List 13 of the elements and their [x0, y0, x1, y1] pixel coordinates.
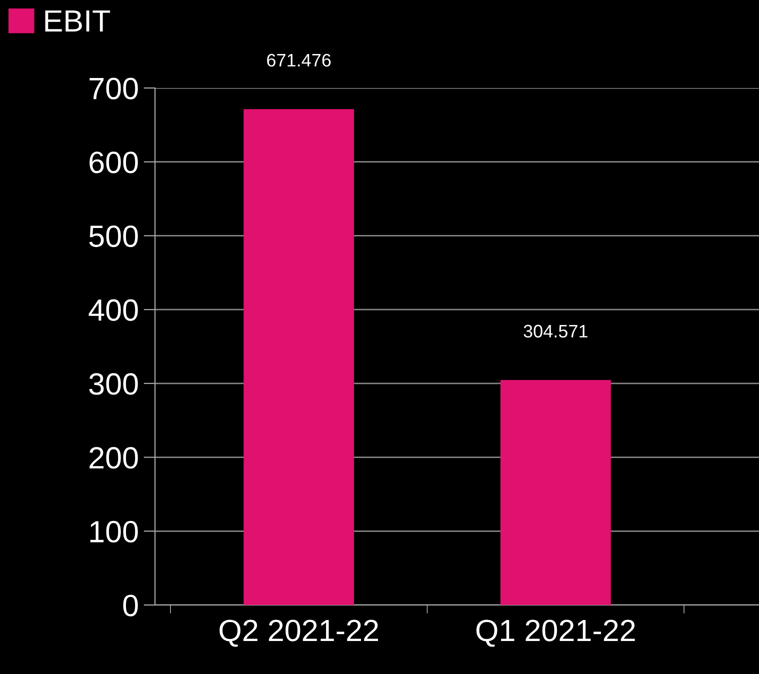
y-tick-label: 500: [89, 225, 138, 248]
data-label: 671.476: [267, 54, 331, 67]
y-tick-label: 700: [90, 78, 138, 100]
y-tick-label: 300: [89, 373, 138, 395]
y-tick-label: 600: [90, 152, 138, 174]
x-tick-label: Q1 2021-22: [476, 620, 635, 647]
y-tick-label: 0: [123, 594, 138, 616]
x-tick-label: Q2 2021-22: [220, 620, 378, 647]
data-label: 304.571: [524, 324, 588, 338]
y-tick-label: 100: [90, 520, 138, 543]
y-tick-label: 200: [90, 447, 138, 469]
legend-label: EBIT: [45, 10, 110, 32]
y-tick-label: 400: [88, 299, 138, 321]
